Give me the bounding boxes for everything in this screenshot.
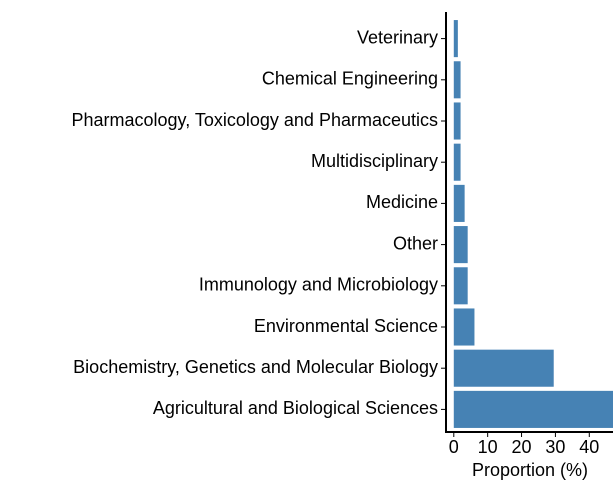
- y-tick-label: Immunology and Microbiology: [199, 275, 438, 295]
- y-tick-label: Other: [393, 233, 438, 253]
- x-tick-label: 30: [545, 437, 565, 457]
- bar: [453, 267, 468, 305]
- x-tick-label: 40: [579, 437, 599, 457]
- x-axis-label: Proportion (%): [472, 460, 588, 480]
- y-tick-label: Chemical Engineering: [262, 69, 438, 89]
- y-tick-label: Biochemistry, Genetics and Molecular Bio…: [73, 357, 438, 377]
- y-tick-label: Medicine: [366, 192, 438, 212]
- x-tick-label: 0: [449, 437, 459, 457]
- bar: [453, 61, 461, 99]
- bar: [453, 102, 461, 140]
- bar: [453, 20, 458, 58]
- y-tick-label: Veterinary: [357, 27, 438, 47]
- x-tick-label: 20: [512, 437, 532, 457]
- bar: [453, 184, 465, 222]
- y-tick-label: Environmental Science: [254, 316, 438, 336]
- y-tick-label: Multidisciplinary: [311, 151, 438, 171]
- bar: [453, 390, 613, 428]
- x-tick-label: 10: [478, 437, 498, 457]
- y-tick-label: Agricultural and Biological Sciences: [153, 398, 438, 418]
- bar: [453, 308, 475, 346]
- bar: [453, 349, 554, 387]
- y-tick-label: Pharmacology, Toxicology and Pharmaceuti…: [71, 110, 438, 130]
- bar: [453, 143, 461, 181]
- bar: [453, 226, 468, 264]
